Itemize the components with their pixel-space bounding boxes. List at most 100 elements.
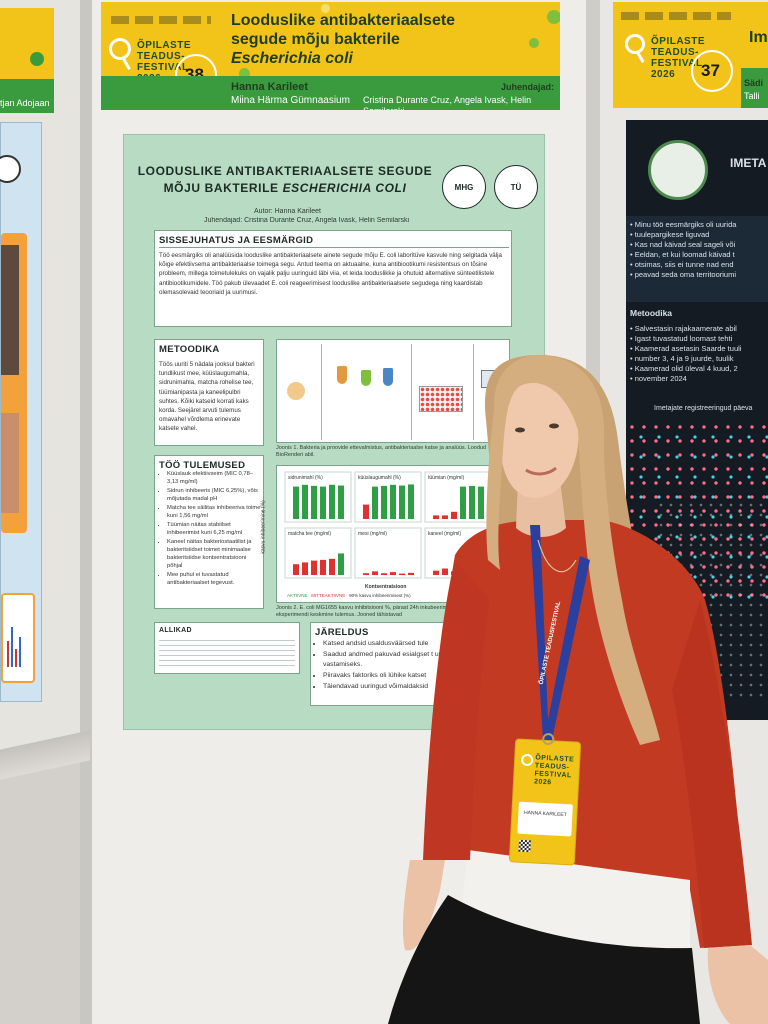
results-item: Matcha tee säilitas inhibeeriva toime ku… (167, 504, 261, 520)
dark-method-line: • number 3, 4 ja 9 juurde, tuulik (630, 354, 734, 363)
chart-bar (320, 486, 326, 519)
banner-title-species: Escherichia coli (231, 50, 353, 67)
chart-bar (372, 571, 378, 575)
legend-active: AKTIIVNE (287, 593, 308, 598)
chart-bar (320, 559, 326, 575)
number-badge (691, 50, 733, 92)
chart-bar (329, 484, 335, 519)
dark-intro-line: • peavad seda oma territooriumi (630, 270, 737, 279)
poster-title-line2: MÕJU BAKTERILE ESCHERICHIA COLI (130, 180, 440, 197)
right-banner-line2: Talli (744, 91, 760, 101)
chart-bar (338, 553, 344, 575)
banner-dot (547, 10, 560, 24)
dark-intro-line: • Minu töö eesmärgiks oli uurida (630, 220, 737, 229)
banner-strip (101, 76, 560, 110)
banner-title-line3: Escherichia coli (231, 49, 353, 68)
chart-bar (311, 560, 317, 575)
intro-underline (159, 247, 509, 248)
badge-qr (518, 839, 531, 853)
dark-method-line: • Igast tuvastatud loomast tehti (630, 334, 733, 343)
left-poster-photo (1, 233, 27, 533)
dark-method-heading: Metoodika (630, 308, 673, 318)
magnifier-icon (625, 34, 645, 54)
diagram-divider (473, 344, 474, 440)
chart-bar (451, 511, 457, 519)
left-poster-chart (1, 593, 35, 683)
necklace (537, 539, 577, 573)
badge-magnifier-icon (520, 753, 534, 767)
chart-bar (408, 484, 414, 519)
banner-dot (321, 4, 330, 13)
legend-inactive: MITTEAKTIIVNE (311, 593, 346, 598)
magnifier-icon (109, 38, 131, 60)
supervisors-label: Juhendajad: (501, 82, 555, 92)
chart-bar (442, 568, 448, 575)
chart-bar (11, 627, 13, 667)
chart-bar (302, 484, 308, 519)
chart-xlabel: Kontsentratsioon (365, 584, 407, 590)
conclusion-item: Katsed andsid usaldusväärsed tule (323, 639, 507, 649)
chart-panel-title: tüümian (mg/ml) (428, 475, 464, 481)
dark-poster-title: IMETA (730, 156, 767, 170)
poster-author: Autor: Hanna Karileet (254, 208, 321, 215)
floor-shadow (0, 760, 80, 1024)
chart-legend: AKTIIVNE MITTEAKTIIVNE 90% kasvu inhibee… (287, 593, 411, 598)
banner-dot (30, 52, 44, 66)
chart-bar (7, 641, 9, 667)
shirt-hem (462, 850, 690, 949)
hand-right (707, 945, 768, 1024)
chart-bar (381, 485, 387, 519)
well-plate-icon (419, 386, 463, 412)
banner-title-line1: Looduslike antibakteriaalsete (231, 12, 456, 29)
results-chart-svg: sidrunimahl (%) küüslaugumahl (%) tüümian … (284, 471, 492, 579)
left-banner: tjan Adojaan (0, 8, 54, 113)
figure2-caption: Joonis 2. E. coli MG1655 kasvu inhibitsi… (276, 605, 491, 618)
method-text: Töös uuriti 5 nädala jooksul bakteri tun… (159, 361, 255, 433)
dark-poster-seal (648, 140, 708, 200)
left-banner-name: tjan Adojaan (0, 98, 50, 108)
festival-label: ÕPILASTE TEADUS- FESTIVAL 2026 (651, 36, 706, 80)
hair-front (486, 354, 660, 745)
results-item: Tüümian näitas stabiilset inhibeerimist … (167, 521, 261, 537)
banner-title-line2: segude mõju bakterile (231, 31, 400, 48)
results-item: Küüslauk efektiivseim (MIC 0,78–3,13 mg/… (167, 470, 261, 486)
badge-name-box (517, 801, 573, 837)
dark-intro-line: • tuulepargikese liguvad (630, 230, 710, 239)
flask-icon (383, 368, 393, 386)
university-seal: TÜ (494, 165, 538, 209)
school-name: Miina Härma Gümnaasium (231, 95, 350, 106)
flask-icon (361, 370, 371, 386)
chart-bar (19, 637, 21, 667)
poster-supervisors: Juhendajad: Cristina Durante Cruz, Angel… (204, 217, 410, 224)
refs-section: ALLIKAD (154, 622, 300, 674)
chart-bar (442, 515, 448, 519)
hand-left (402, 860, 445, 951)
sponsor-logos (621, 12, 731, 20)
right-banner: ÕPILASTE TEADUS- FESTIVAL 2026 37 Im Säd… (613, 2, 768, 108)
chart-panel-title: mesi (mg/ml) (358, 531, 387, 537)
bacteria-icon (287, 382, 305, 400)
refs-text (159, 638, 295, 670)
supervisors-names: Cristina Durante Cruz, Angela Ivask, Hel… (363, 95, 532, 110)
chart-bar (338, 485, 344, 519)
chart-bar (302, 562, 308, 575)
poster-title-species: ESCHERICHIA COLI (282, 181, 407, 195)
dark-intro-line: • otsimas, siis ei tunne nad end (630, 260, 734, 269)
poster-number: 37 (701, 61, 720, 80)
figure1-caption: Joonis 1. Bakteria ja proovide ettevalmi… (276, 445, 487, 458)
conclusion-item: Täiendavad uuringud võimaldaksid (323, 682, 507, 692)
photo-content-2 (1, 413, 19, 513)
chart-bar (293, 564, 299, 575)
dark-method-line: • november 2024 (630, 374, 687, 383)
sponsor-logos (111, 16, 211, 24)
chart-bar (293, 486, 299, 519)
results-list: Küüslauk efektiivseim (MIC 0,78–3,13 mg/… (157, 470, 261, 588)
poster-title: LOODUSLIKE ANTIBAKTERIAALSETE SEGUDE MÕJ… (130, 163, 440, 197)
chart-panel-title: sidrunimahl (%) (288, 475, 323, 481)
poster-title-line2-a: MÕJU BAKTERILE (163, 181, 283, 195)
poster-title-line1: LOODUSLIKE ANTIBAKTERIAALSETE SEGUDE (137, 164, 433, 178)
right-banner-title: Im (749, 29, 768, 46)
chart-bar (363, 504, 369, 519)
chart-bar (390, 572, 396, 575)
